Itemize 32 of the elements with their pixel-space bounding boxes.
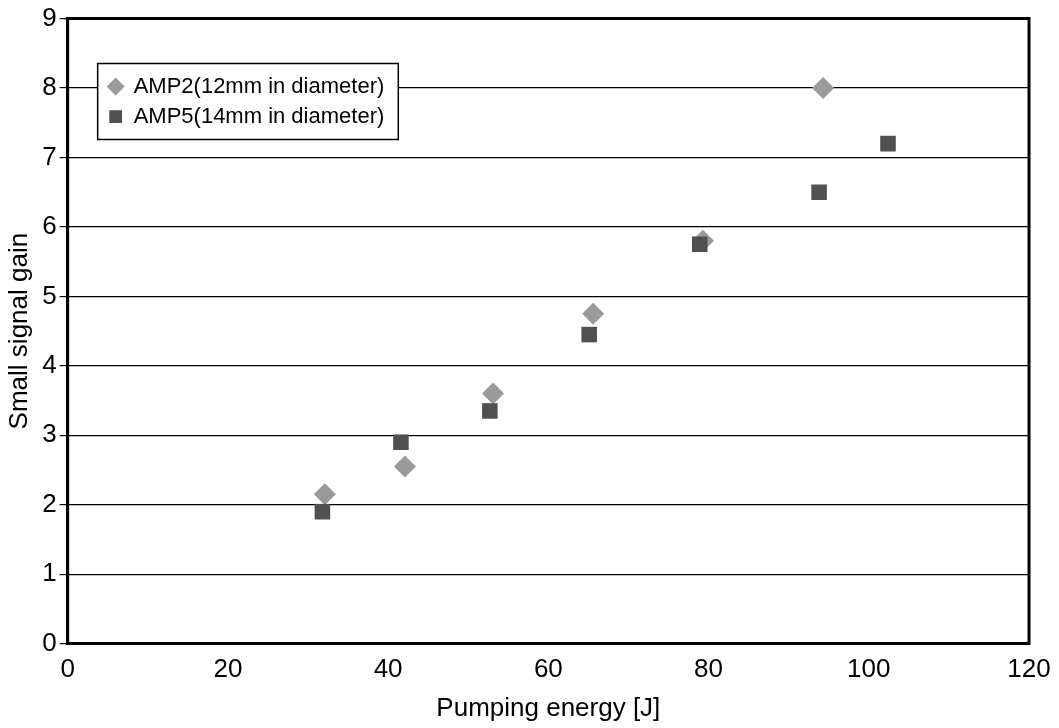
x-tick-label: 120	[1007, 653, 1051, 684]
y-tick-label: 1	[42, 557, 57, 588]
y-tick-label: 7	[42, 140, 57, 171]
y-tick-label: 0	[42, 626, 57, 657]
point	[393, 434, 409, 450]
x-tick-label: 100	[847, 653, 891, 684]
point	[582, 302, 605, 325]
x-tick-label: 20	[213, 653, 243, 684]
legend-label: AMP5(14mm in diameter)	[133, 102, 385, 128]
y-axis-title: Small signal gain	[2, 232, 33, 430]
x-tick-label: 40	[373, 653, 403, 684]
y-tick-label: 3	[42, 418, 57, 449]
y-tick-label: 2	[42, 487, 57, 518]
point	[691, 236, 708, 253]
x-axis-title: Pumping energy [J]	[436, 691, 661, 722]
point	[581, 326, 597, 343]
y-tick-label: 9	[42, 1, 57, 32]
point	[811, 184, 827, 200]
y-tick-label: 6	[42, 210, 57, 241]
point	[313, 483, 336, 506]
point	[393, 455, 416, 478]
y-tick-label: 4	[42, 348, 57, 379]
point	[482, 382, 505, 405]
x-tick-label: 60	[533, 653, 563, 684]
y-tick-label: 5	[42, 279, 57, 310]
y-tick-label: 8	[42, 71, 57, 102]
point	[314, 503, 331, 520]
x-tick-label: 80	[694, 653, 724, 684]
point	[812, 77, 835, 100]
point	[880, 135, 896, 152]
point	[482, 403, 498, 419]
legend-label: AMP2(12mm in diameter)	[133, 72, 385, 98]
